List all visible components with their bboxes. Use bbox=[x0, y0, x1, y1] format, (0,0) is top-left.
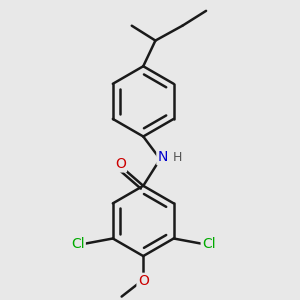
Text: Cl: Cl bbox=[71, 237, 85, 251]
Text: N: N bbox=[158, 150, 168, 164]
Text: H: H bbox=[172, 151, 182, 164]
Text: Cl: Cl bbox=[202, 237, 216, 251]
Text: O: O bbox=[138, 274, 149, 288]
Text: O: O bbox=[115, 157, 126, 171]
